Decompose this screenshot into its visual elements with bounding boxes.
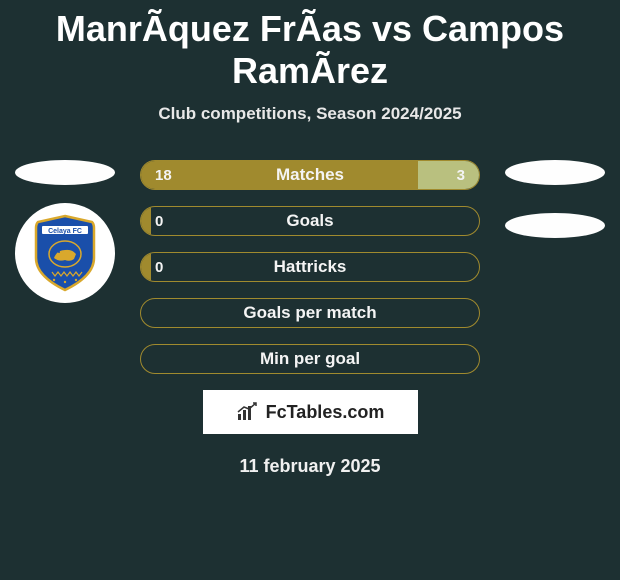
right-player-oval-1 [505, 160, 605, 185]
right-player-column [500, 160, 610, 238]
stat-label: Goals per match [141, 303, 479, 323]
left-club-badge: Celaya FC [15, 203, 115, 303]
stat-label: Matches [141, 165, 479, 185]
brand-text: FcTables.com [266, 402, 385, 423]
brand-box: FcTables.com [203, 390, 418, 434]
stat-row: 0Hattricks [140, 252, 480, 282]
comparison-subtitle: Club competitions, Season 2024/2025 [0, 104, 620, 124]
left-player-column: Celaya FC [10, 160, 120, 303]
comparison-content: Celaya FC 18Matches3 0Goals 0Hattricks Goal… [0, 160, 620, 477]
right-player-oval-2 [505, 213, 605, 238]
svg-text:Celaya FC: Celaya FC [48, 228, 82, 235]
stat-row: 0Goals [140, 206, 480, 236]
stat-label: Min per goal [141, 349, 479, 369]
stat-label: Hattricks [141, 257, 479, 277]
stat-bars: 18Matches3 0Goals 0Hattricks Goals per matc… [140, 160, 480, 374]
stat-row: 18Matches3 [140, 160, 480, 190]
stat-value-right: 3 [457, 167, 465, 184]
comparison-title: ManrÃ­quez FrÃ­as vs Campos RamÃ­rez [0, 0, 620, 92]
shield-icon: Celaya FC [32, 214, 98, 292]
chart-icon [236, 402, 260, 422]
left-player-oval [15, 160, 115, 185]
stat-label: Goals [141, 211, 479, 231]
stat-row: Min per goal [140, 344, 480, 374]
stat-row: Goals per match [140, 298, 480, 328]
comparison-date: 11 february 2025 [10, 456, 610, 477]
